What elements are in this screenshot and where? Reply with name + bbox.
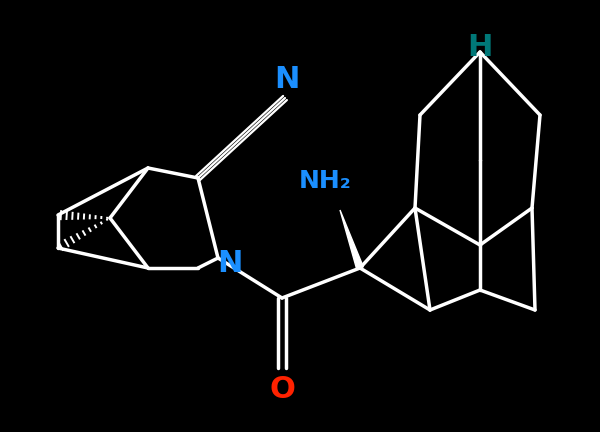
Text: N: N [217, 248, 242, 277]
Text: N: N [274, 66, 299, 95]
Text: NH₂: NH₂ [299, 169, 352, 193]
Polygon shape [340, 210, 364, 269]
Text: O: O [269, 375, 295, 404]
Text: H: H [467, 32, 493, 61]
